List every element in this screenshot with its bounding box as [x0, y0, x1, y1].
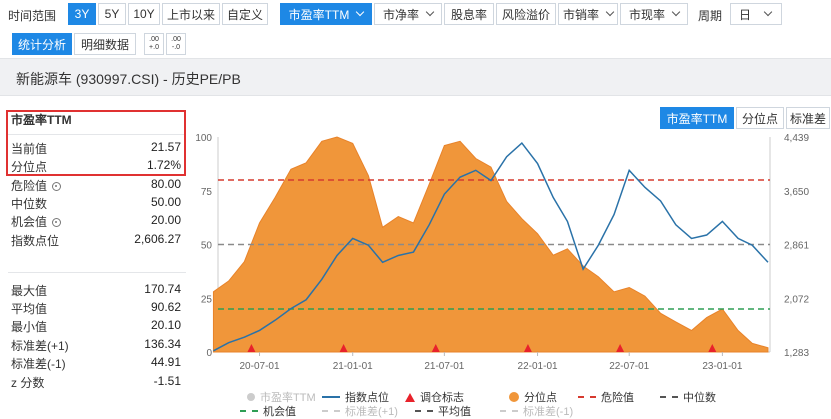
legend-index[interactable]: 指数点位 [322, 389, 389, 405]
rebalance-marker [247, 344, 256, 352]
page-title: 新能源车 (930997.CSI) - 历史PE/PB [16, 71, 241, 87]
stat-min: 最小值 20.10 [11, 318, 181, 334]
stat-danger: 危险值 80.00 [11, 177, 181, 193]
dashed-line-icon [578, 396, 596, 398]
range-custom-button[interactable]: 自定义 [222, 3, 268, 25]
chart-tab-stddev[interactable]: 标准差 [786, 107, 830, 129]
rebalance-marker [431, 344, 440, 352]
legend-danger[interactable]: 危险值 [578, 389, 634, 405]
triangle-icon [405, 392, 415, 402]
x-tick-label: 22-01-01 [518, 361, 558, 372]
decimal-increase-icon[interactable]: .00 +.0 [144, 33, 164, 55]
y-right-tick-label: 3,650 [784, 187, 809, 198]
legend-percentile[interactable]: 分位点 [509, 389, 557, 405]
x-tick-label: 21-01-01 [333, 361, 373, 372]
y-right-tick-label: 2,072 [784, 294, 809, 305]
legend-mean[interactable]: 平均值 [415, 403, 471, 419]
x-tick-label: 23-01-01 [702, 361, 742, 372]
y-left-tick-label: 75 [201, 187, 213, 198]
metric-ps-label: 市销率 [563, 7, 600, 22]
legend-sd-minus[interactable]: 标准差(-1) [500, 403, 573, 419]
x-tick-label: 21-07-01 [424, 361, 464, 372]
y-left-tick-label: 50 [201, 241, 213, 252]
stat-index-level: 指数点位 2,606.27 [11, 232, 181, 248]
gear-icon[interactable] [52, 182, 62, 191]
dashed-line-icon [660, 396, 678, 398]
decimal-decrease-icon[interactable]: .00 -.0 [166, 33, 186, 55]
y-right-tick-label: 4,439 [784, 133, 809, 144]
stat-max: 最大值 170.74 [11, 282, 181, 298]
rebalance-marker [616, 344, 625, 352]
index-line [213, 141, 769, 352]
metric-ps-select[interactable]: 市销率 [558, 3, 618, 25]
y-left-tick-label: 25 [201, 294, 213, 305]
stat-percentile: 分位点 1.72% [11, 158, 181, 174]
stat-median: 中位数 50.00 [11, 195, 181, 211]
metric-pcf-select[interactable]: 市现率 [620, 3, 688, 25]
chart-tab-pe[interactable]: 市盈率TTM [660, 107, 734, 129]
chart-tab-percentile[interactable]: 分位点 [736, 107, 784, 129]
y-right-tick-label: 1,283 [784, 348, 809, 359]
legend-rebalance[interactable]: 调仓标志 [405, 389, 464, 405]
gear-icon[interactable] [52, 218, 62, 227]
chevron-down-icon [671, 7, 681, 17]
tab-statistics[interactable]: 统计分析 [12, 33, 72, 55]
range-since-listing-button[interactable]: 上市以来 [162, 3, 220, 25]
stat-sd-minus: 标准差(-1) 44.91 [11, 355, 181, 371]
period-label: 周期 [698, 9, 723, 23]
rebalance-marker [708, 344, 717, 352]
legend-sd-plus[interactable]: 标准差(+1) [322, 403, 398, 419]
legend-pe-ttm[interactable]: 市盈率TTM [247, 389, 316, 405]
divider [8, 134, 186, 135]
dashed-line-icon [500, 410, 518, 412]
stat-mean: 平均值 90.62 [11, 300, 181, 316]
dashed-line-icon [240, 410, 258, 412]
dashed-line-icon [322, 410, 340, 412]
range-label: 时间范围 [8, 9, 57, 23]
range-3y-button[interactable]: 3Y [68, 3, 96, 25]
metric-dividend-button[interactable]: 股息率 [444, 3, 494, 25]
chevron-down-icon [425, 7, 435, 17]
metric-pe-ttm-select[interactable]: 市盈率TTM [280, 3, 372, 25]
page-title-bar: 新能源车 (930997.CSI) - 历史PE/PB [0, 58, 831, 96]
stat-sd-plus: 标准差(+1) 136.34 [11, 337, 181, 353]
rebalance-marker [523, 344, 532, 352]
chevron-down-icon [763, 7, 773, 17]
stats-heading: 市盈率TTM [11, 113, 72, 127]
divider [8, 272, 186, 273]
metric-pb-label: 市净率 [382, 7, 419, 22]
legend-opportunity[interactable]: 机会值 [240, 403, 296, 419]
view-toolbar: 统计分析 明细数据 .00 +.0 .00 -.0 [0, 30, 831, 58]
legend-median[interactable]: 中位数 [660, 389, 716, 405]
chevron-down-icon [356, 7, 365, 17]
tab-detail-data[interactable]: 明细数据 [74, 33, 136, 55]
rebalance-marker [339, 344, 348, 352]
range-10y-button[interactable]: 10Y [128, 3, 160, 25]
stat-current: 当前值 21.57 [11, 140, 181, 156]
line-icon [322, 396, 340, 398]
stat-z-score: z 分数 -1.51 [11, 374, 181, 390]
circle-icon [509, 392, 519, 402]
circle-icon [247, 393, 255, 401]
range-toolbar: 时间范围 3Y 5Y 10Y 上市以来 自定义 市盈率TTM 市净率 股息率 风… [0, 0, 831, 28]
chevron-down-icon [605, 7, 615, 17]
x-tick-label: 22-07-01 [609, 361, 649, 372]
percentile-area [212, 136, 769, 353]
highlight-box [6, 110, 186, 176]
x-tick-label: 20-07-01 [240, 361, 280, 372]
range-5y-button[interactable]: 5Y [98, 3, 126, 25]
metric-pe-ttm-label: 市盈率TTM [288, 7, 350, 22]
period-select[interactable]: 日 [730, 3, 782, 25]
period-value: 日 [739, 7, 752, 22]
metric-risk-premium-button[interactable]: 风险溢价 [496, 3, 556, 25]
dashed-line-icon [415, 410, 433, 412]
y-left-tick-label: 0 [206, 348, 212, 359]
y-left-tick-label: 100 [195, 133, 212, 144]
metric-pb-select[interactable]: 市净率 [374, 3, 442, 25]
metric-pcf-label: 市现率 [628, 7, 665, 22]
y-right-tick-label: 2,861 [784, 241, 809, 252]
stat-opportunity: 机会值 20.00 [11, 213, 181, 229]
